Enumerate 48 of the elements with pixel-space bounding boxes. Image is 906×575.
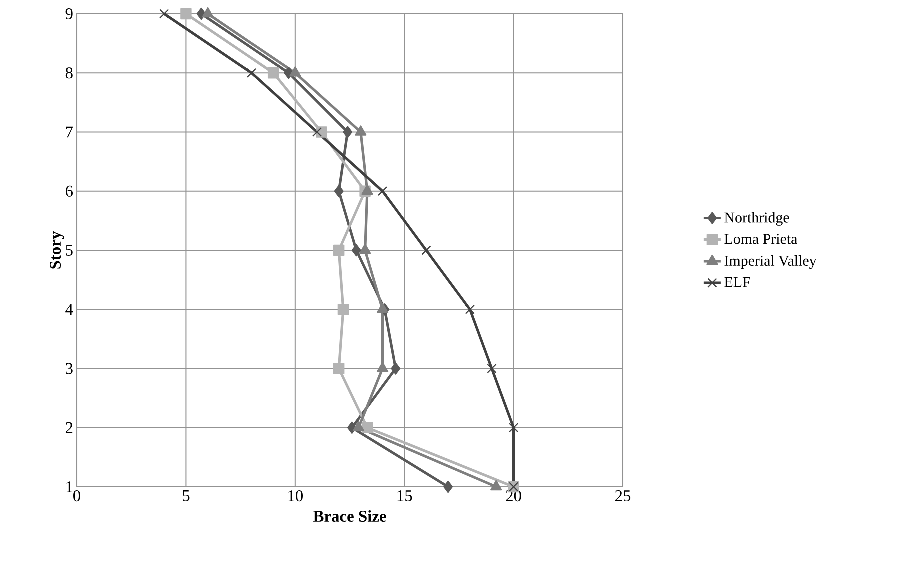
- point: [290, 66, 302, 77]
- legend-label: Northridge: [724, 212, 790, 226]
- point: [268, 68, 280, 79]
- point: [202, 7, 214, 18]
- point: [338, 304, 350, 316]
- y-tick-label: 4: [66, 304, 74, 316]
- x-tick-label: 15: [398, 490, 412, 502]
- x-tick-label: 25: [616, 490, 631, 502]
- point: [333, 244, 345, 256]
- point: [422, 246, 432, 256]
- point: [343, 126, 353, 138]
- legend-label: Loma Prieta: [724, 234, 798, 244]
- point: [160, 9, 170, 19]
- point: [376, 303, 389, 314]
- x-axis-title: Brace Size: [314, 510, 386, 522]
- x-tick-label: 5: [183, 490, 190, 502]
- x-tick-label: 0: [74, 490, 80, 502]
- point: [376, 362, 389, 372]
- x-tick-label: 10: [288, 490, 303, 502]
- point: [334, 185, 344, 198]
- point: [352, 244, 362, 257]
- legend-label: Imperial Valley: [724, 256, 817, 270]
- y-tick-label: 6: [66, 186, 74, 197]
- point: [333, 363, 345, 374]
- y-tick-label: 8: [66, 68, 73, 79]
- y-tick-label: 2: [66, 422, 73, 434]
- point: [378, 186, 388, 196]
- point: [352, 421, 365, 432]
- point: [465, 304, 475, 314]
- y-tick-label: 5: [66, 245, 73, 256]
- point: [180, 8, 192, 20]
- legend-label: ELF: [724, 277, 750, 288]
- y-tick-label: 3: [66, 363, 73, 374]
- y-axis-title: Story: [50, 231, 64, 269]
- point: [508, 423, 519, 433]
- point: [312, 127, 322, 138]
- y-tick-label: 1: [66, 482, 73, 492]
- point: [444, 480, 454, 494]
- point: [362, 422, 374, 434]
- point: [246, 68, 257, 78]
- point: [391, 362, 401, 375]
- point: [355, 126, 367, 136]
- y-tick-label: 7: [66, 126, 74, 138]
- point: [362, 184, 374, 195]
- point: [487, 364, 497, 374]
- point: [360, 244, 372, 254]
- y-tick-label: 9: [66, 8, 73, 20]
- point: [490, 480, 502, 491]
